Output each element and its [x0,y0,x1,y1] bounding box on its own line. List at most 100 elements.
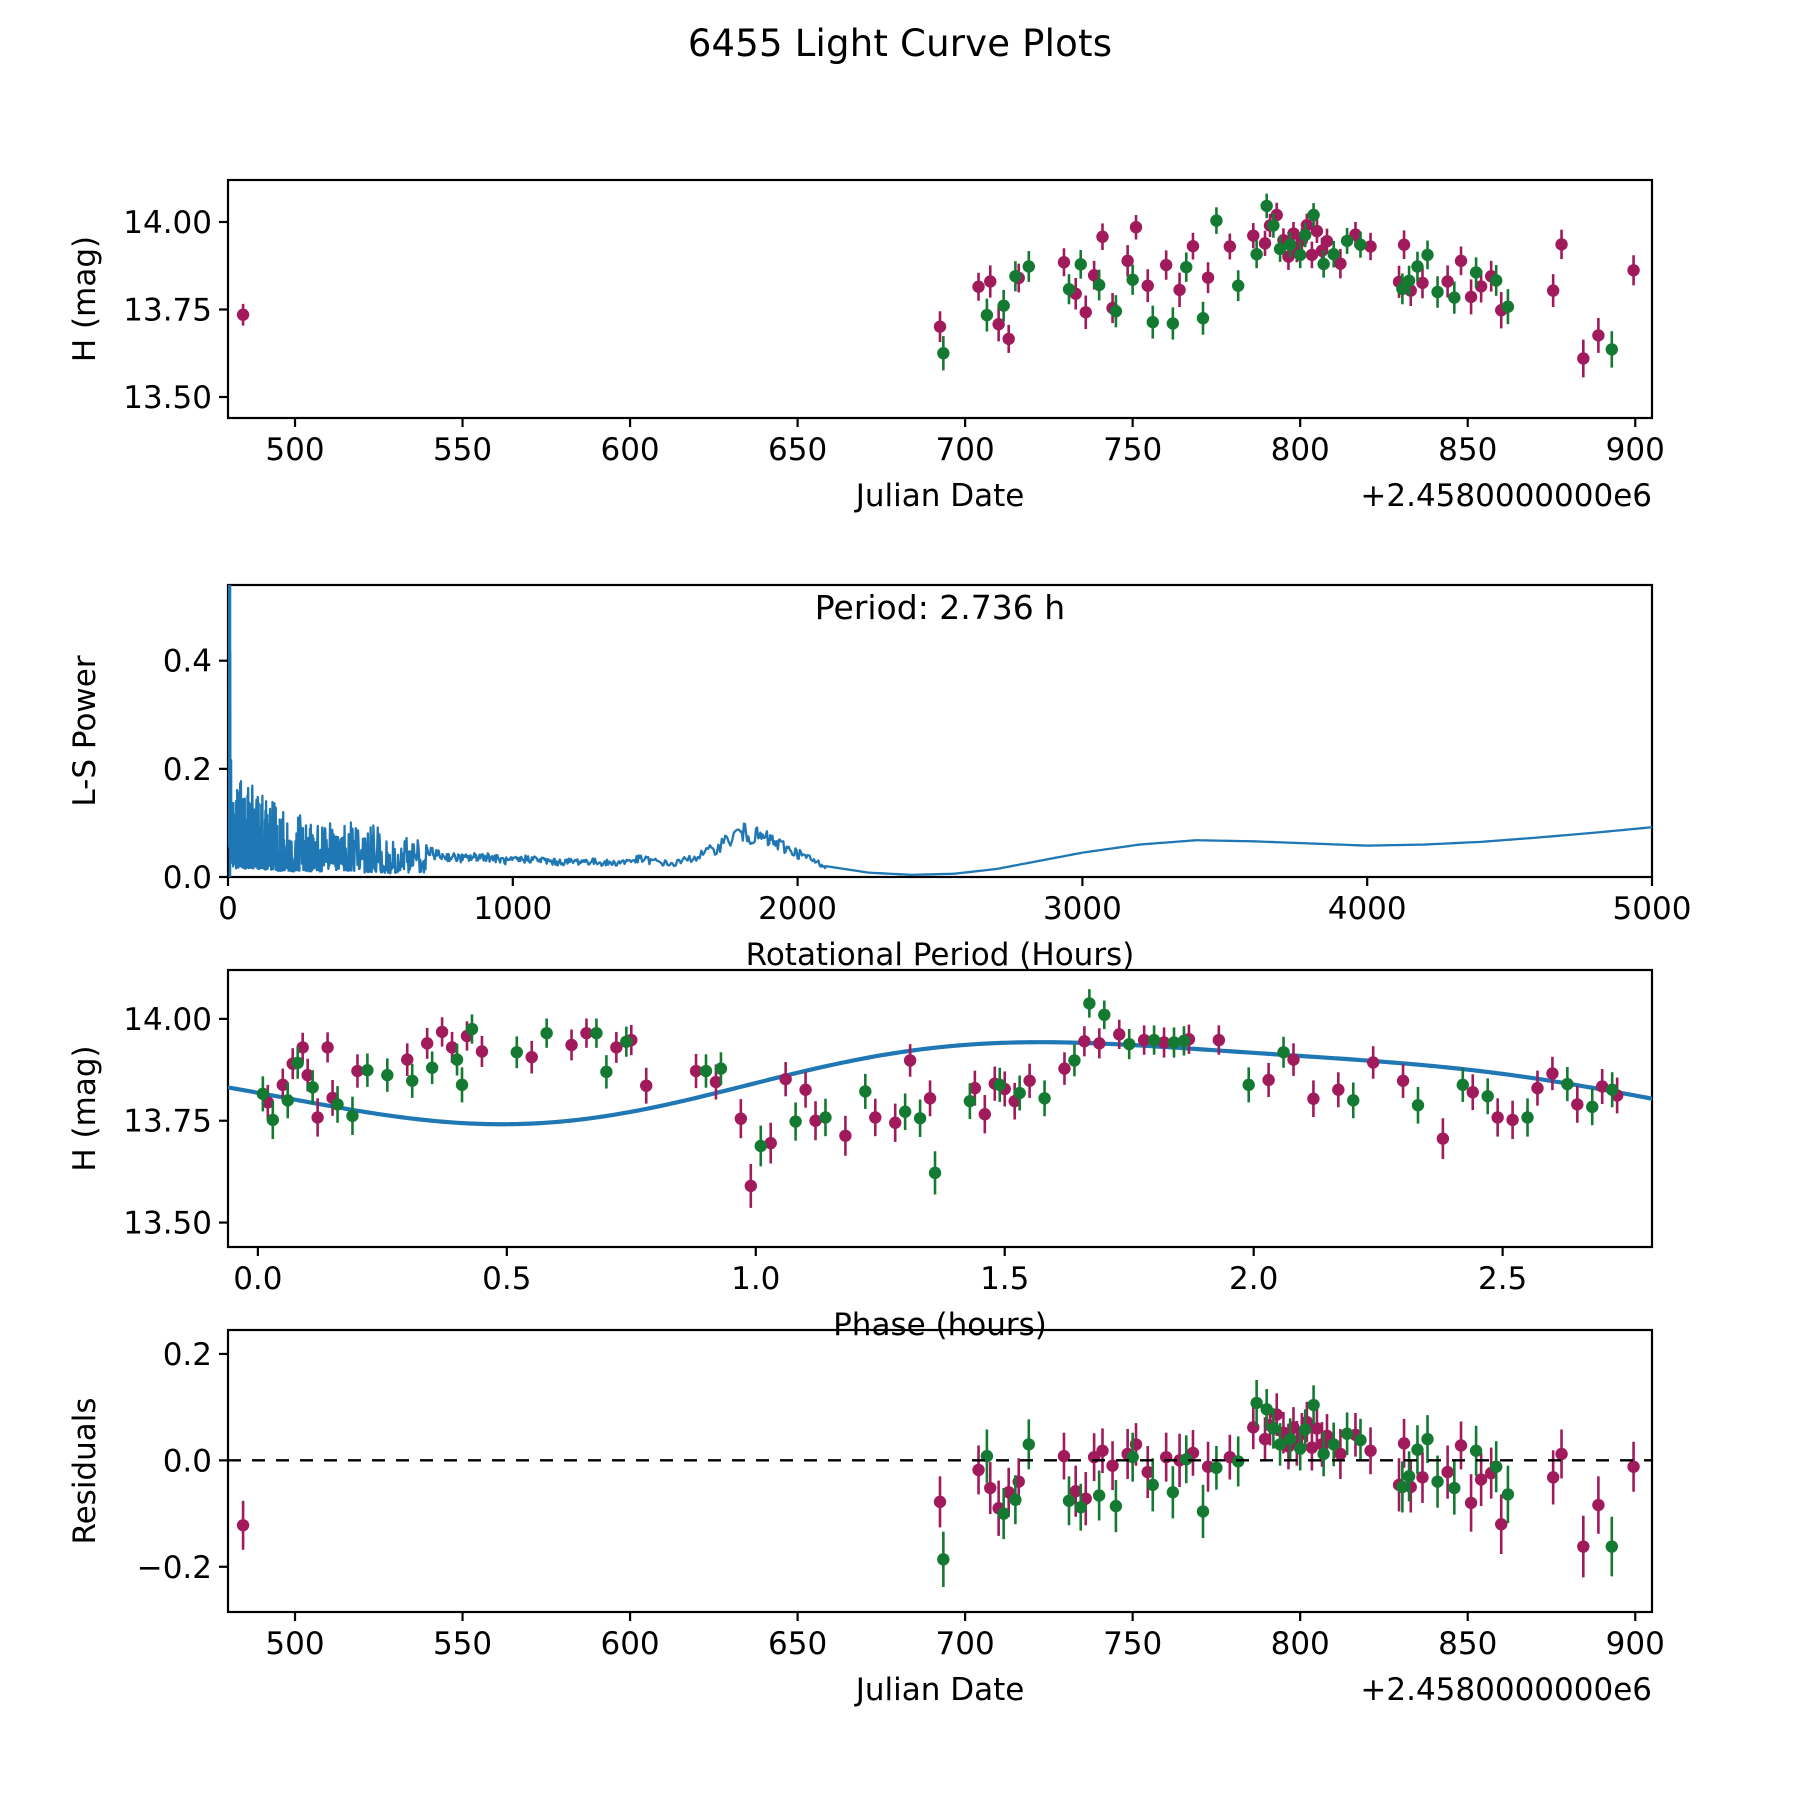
series-series_b [256,989,1619,1195]
data-point [1242,1078,1255,1092]
series-series_a [236,1393,1640,1578]
data-point [1320,235,1334,248]
panel-light-curve: 500 550 600 650 700 750 800 850 900 13.50 13.75 14.… [0,150,1800,550]
data-point [1555,1447,1568,1461]
data-point [425,1061,439,1074]
data-point [1273,242,1287,256]
x-tick-label: 650 [768,432,827,468]
data-point [640,1079,653,1092]
data-point [789,1115,802,1128]
data-point [734,1112,748,1125]
data-point [306,1081,319,1094]
data-point [1411,1443,1424,1456]
data-point [1267,1422,1280,1435]
data-point [968,1081,982,1095]
data-point [1402,1470,1416,1483]
x-tick-label: 600 [600,432,659,468]
data-point [455,1078,469,1092]
data-point [1267,219,1280,232]
x-tick-label: 2.0 [1229,1261,1278,1297]
data-point [1464,290,1478,304]
data-point [1495,1518,1508,1531]
sinusoid-fit-curve [228,1040,1652,1127]
plot-lightcurve: 500 550 600 650 700 750 800 850 900 13.50 13.75 14.… [67,178,1665,514]
data-point [1096,230,1109,243]
period-annotation: Period: 2.736 h [815,588,1065,627]
data-point [1232,279,1245,292]
data-point [1396,1480,1409,1494]
data-point [1347,1094,1360,1107]
data-point [281,1094,294,1107]
data-point [1283,238,1297,251]
data-point [1109,1499,1123,1513]
data-point [1159,258,1173,272]
data-point [1258,1432,1272,1446]
x-tick-label: 700 [936,432,995,468]
data-point [913,1112,927,1125]
data-point [1058,1062,1071,1075]
data-point [1083,997,1096,1010]
data-point [1605,1083,1619,1096]
data-point [331,1098,344,1111]
data-point [1129,221,1143,234]
data-point [1141,1465,1154,1479]
data-point [1180,260,1193,274]
data-point [1411,260,1424,273]
data-point [1146,1478,1159,1492]
data-point [445,1041,459,1054]
data-point [1260,199,1273,213]
y-tick-label: 0.0 [163,1443,212,1479]
data-point [1577,352,1590,365]
data-point [1180,1453,1193,1466]
data-point [1212,1033,1226,1047]
data-point [744,1179,757,1193]
data-point [1022,1438,1035,1451]
data-point [1282,250,1295,263]
axes-frame [226,968,1654,1249]
periodogram-trace [228,585,1652,876]
data-point [1147,1033,1161,1047]
data-point [1022,260,1035,273]
data-point [1074,1500,1087,1514]
data-point [1210,214,1223,227]
data-point [1141,279,1154,292]
data-point [888,1116,902,1129]
data-point [1260,1403,1273,1416]
data-point [1310,224,1324,238]
data-point [1441,275,1454,288]
data-point [1262,1073,1275,1087]
plot-phasefold: 0.0 0.5 1.0 1.5 2.0 2.5 13.50 13.75 14.00 Phase (… [67,968,1654,1343]
data-point [1109,305,1123,318]
data-point [291,1056,304,1070]
data-point [1300,218,1314,232]
axes-frame [226,1328,1654,1614]
data-point [1287,1053,1300,1066]
x-tick-label: 1.5 [980,1261,1029,1297]
x-tick-label: 0.5 [482,1261,531,1297]
x-tick-label: 550 [433,432,492,468]
data-point [1310,1422,1324,1435]
data-point [933,320,947,333]
data-point [1454,254,1468,268]
data-point [1157,1036,1171,1049]
data-point [256,1087,270,1101]
data-point [1307,208,1320,222]
y-tick-label: 0.2 [163,1337,212,1373]
data-point [406,1074,419,1087]
y-tick-label: 0.4 [163,644,212,680]
data-point [1002,332,1015,346]
data-point [1096,1444,1109,1457]
data-point [236,1519,250,1532]
y-axis-label: H (mag) [67,1045,103,1171]
plot-periodogram: 0 1000 2000 3000 4000 5000 0.0 0.2 0.4 Rotational… [67,583,1691,973]
data-point [346,1109,359,1123]
data-point [565,1038,578,1052]
data-point [475,1045,489,1058]
data-point [1069,1485,1082,1498]
data-point [997,299,1010,312]
data-point [809,1114,822,1127]
data-point [1305,248,1319,262]
data-point [236,308,250,321]
data-point [1167,1036,1181,1049]
